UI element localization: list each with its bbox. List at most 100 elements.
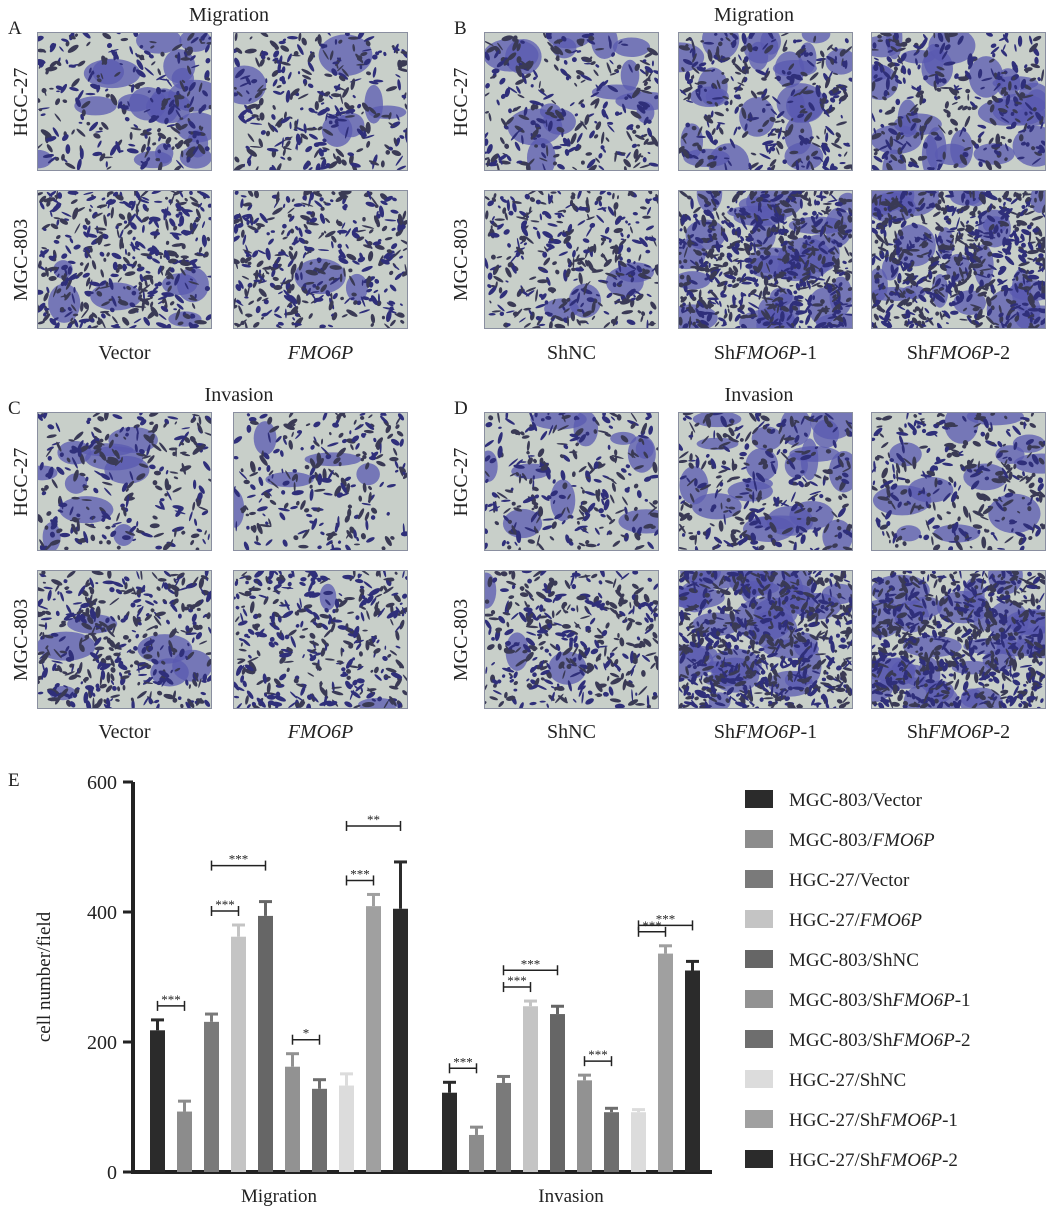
col-label-a-2: FMO6P	[221, 342, 421, 365]
legend-label-8: HGC-27/ShFMO6P-1	[789, 1110, 958, 1131]
sig-label-2: ***	[229, 852, 249, 867]
legend-label-2: HGC-27/Vector	[789, 870, 910, 891]
legend-label-9: HGC-27/ShFMO6P-2	[789, 1150, 958, 1171]
col-label-c-2: FMO6P	[221, 721, 421, 744]
col-label-italic: FMO6P	[734, 342, 801, 364]
bar-0-9	[393, 908, 408, 1172]
micrograph-c-r2-c1	[37, 570, 212, 709]
bar-1-9	[685, 970, 700, 1172]
bar-1-0	[442, 1092, 457, 1172]
col-label-italic: FMO6P	[734, 721, 801, 743]
bar-1-2	[496, 1082, 511, 1172]
sig-label-8: ***	[521, 956, 541, 971]
micrograph-b-r2-c2	[678, 190, 853, 329]
sig-label-4: ***	[350, 866, 370, 881]
bar-1-8	[658, 953, 673, 1172]
micrograph-d-r1-c1	[484, 412, 659, 551]
legend-swatch-6	[745, 1030, 773, 1048]
col-label-italic: FMO6P	[927, 721, 994, 743]
micrograph-a-r1-c2	[233, 32, 408, 171]
micrograph-a-r2-c2	[233, 190, 408, 329]
panel-letter-d: D	[454, 398, 468, 419]
bar-0-2	[204, 1021, 219, 1172]
row-label-b-1: HGC-27	[450, 67, 472, 136]
bar-0-0	[150, 1030, 165, 1172]
legend-label-1: MGC-803/FMO6P	[789, 830, 935, 851]
legend-swatch-4	[745, 950, 773, 968]
col-label-plain: Vector	[98, 721, 151, 743]
bar-1-3	[523, 1006, 538, 1172]
micrograph-d-r2-c2	[678, 570, 853, 709]
col-label-plain: Sh	[713, 721, 735, 743]
legend-label-4: MGC-803/ShNC	[789, 950, 919, 971]
panel-title-b: Migration	[714, 4, 794, 26]
col-label-d-2: ShFMO6P-1	[666, 721, 866, 744]
col-label-plain: Sh	[906, 721, 928, 743]
micrograph-c-r1-c2	[233, 412, 408, 551]
legend-swatch-3	[745, 910, 773, 928]
panel-letter-e: E	[8, 770, 20, 791]
row-label-b-2: MGC-803	[450, 218, 472, 301]
sig-label-6: ***	[453, 1054, 473, 1069]
col-label-plain: ShNC	[547, 721, 596, 743]
bar-1-4	[550, 1014, 565, 1172]
col-label-b-3: ShFMO6P-2	[859, 342, 1057, 365]
bar-0-3	[231, 936, 246, 1172]
micrograph-b-r1-c2	[678, 32, 853, 171]
micrograph-a-r1-c1	[37, 32, 212, 171]
col-label-suffix: -1	[800, 342, 818, 364]
col-label-suffix: -1	[800, 721, 818, 743]
panel-title-c: Invasion	[204, 384, 274, 406]
micrograph-d-r2-c3	[871, 570, 1046, 709]
bar-1-7	[631, 1112, 646, 1172]
col-label-b-2: ShFMO6P-1	[666, 342, 866, 365]
col-label-italic: FMO6P	[927, 342, 994, 364]
bar-1-5	[577, 1080, 592, 1172]
col-label-d-3: ShFMO6P-2	[859, 721, 1057, 744]
micrograph-d-r2-c1	[484, 570, 659, 709]
y-tick-label-0: 0	[107, 1162, 117, 1184]
panel-letter-b: B	[454, 18, 467, 39]
row-label-d-2: MGC-803	[450, 598, 472, 681]
col-label-plain: Vector	[98, 342, 151, 364]
panel-title-a: Migration	[189, 4, 269, 26]
bar-0-4	[258, 915, 273, 1172]
y-axis-label: cell number/field	[34, 911, 55, 1042]
y-tick-label-1: 200	[87, 1032, 117, 1054]
col-label-italic: FMO6P	[287, 721, 354, 743]
sig-label-9: ***	[588, 1047, 608, 1062]
bar-0-8	[366, 906, 381, 1172]
legend-swatch-7	[745, 1070, 773, 1088]
row-label-a-1: HGC-27	[10, 67, 32, 136]
legend-label-5: MGC-803/ShFMO6P-1	[789, 990, 971, 1011]
y-tick-label-3: 600	[87, 772, 117, 794]
col-label-b-1: ShNC	[472, 342, 672, 365]
panel-letter-c: C	[8, 398, 21, 419]
row-label-c-1: HGC-27	[10, 447, 32, 516]
micrograph-d-r1-c2	[678, 412, 853, 551]
bar-0-1	[177, 1111, 192, 1172]
legend-label-0: MGC-803/Vector	[789, 790, 923, 811]
micrograph-b-r2-c1	[484, 190, 659, 329]
legend-label-3: HGC-27/FMO6P	[789, 910, 922, 931]
col-label-d-1: ShNC	[472, 721, 672, 744]
legend-swatch-5	[745, 990, 773, 1008]
y-tick-label-2: 400	[87, 902, 117, 924]
sig-label-1: ***	[215, 897, 235, 912]
bar-0-6	[312, 1088, 327, 1172]
bar-0-7	[339, 1085, 354, 1172]
micrograph-c-r1-c1	[37, 412, 212, 551]
micrograph-a-r2-c1	[37, 190, 212, 329]
legend-label-7: HGC-27/ShNC	[789, 1070, 906, 1091]
row-label-c-2: MGC-803	[10, 598, 32, 681]
micrograph-b-r1-c1	[484, 32, 659, 171]
legend-swatch-9	[745, 1150, 773, 1168]
sig-label-7: ***	[507, 973, 527, 988]
sig-label-11: ***	[656, 911, 676, 926]
micrograph-c-r2-c2	[233, 570, 408, 709]
col-label-a-1: Vector	[25, 342, 225, 365]
bar-1-6	[604, 1112, 619, 1172]
panel-letter-a: A	[8, 18, 22, 39]
group-label-1: Invasion	[538, 1186, 604, 1207]
